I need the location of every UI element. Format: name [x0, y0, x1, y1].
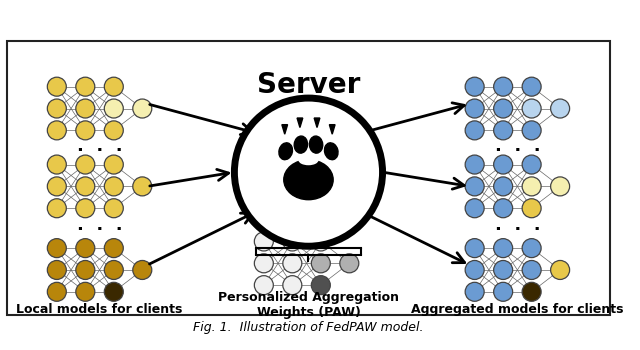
- Circle shape: [550, 177, 570, 196]
- Circle shape: [493, 77, 513, 96]
- Circle shape: [104, 121, 124, 140]
- Circle shape: [493, 282, 513, 301]
- Circle shape: [76, 177, 95, 196]
- Circle shape: [522, 239, 541, 258]
- Circle shape: [47, 239, 67, 258]
- Circle shape: [47, 282, 67, 301]
- Circle shape: [522, 282, 541, 301]
- Polygon shape: [282, 125, 287, 134]
- Circle shape: [104, 199, 124, 218]
- Circle shape: [47, 155, 67, 174]
- Circle shape: [340, 254, 359, 273]
- Polygon shape: [330, 125, 335, 134]
- Circle shape: [283, 276, 302, 295]
- Circle shape: [493, 177, 513, 196]
- Ellipse shape: [309, 136, 323, 153]
- Circle shape: [311, 232, 330, 251]
- Circle shape: [76, 199, 95, 218]
- Circle shape: [283, 232, 302, 251]
- Circle shape: [76, 239, 95, 258]
- Polygon shape: [314, 118, 320, 127]
- Circle shape: [493, 155, 513, 174]
- Circle shape: [550, 260, 570, 279]
- Text: Server: Server: [257, 71, 360, 99]
- Circle shape: [465, 239, 484, 258]
- Circle shape: [522, 121, 541, 140]
- Circle shape: [104, 77, 124, 96]
- Circle shape: [465, 177, 484, 196]
- Circle shape: [104, 99, 124, 118]
- Circle shape: [522, 155, 541, 174]
- Circle shape: [76, 121, 95, 140]
- Text: ·  ·  ·: · · ·: [77, 142, 122, 160]
- Circle shape: [76, 99, 95, 118]
- Circle shape: [254, 276, 273, 295]
- Polygon shape: [297, 118, 303, 127]
- Circle shape: [465, 282, 484, 301]
- Circle shape: [465, 260, 484, 279]
- Ellipse shape: [294, 136, 308, 153]
- Ellipse shape: [299, 155, 318, 164]
- Circle shape: [465, 199, 484, 218]
- Circle shape: [104, 239, 124, 258]
- Circle shape: [47, 99, 67, 118]
- Circle shape: [132, 177, 152, 196]
- Circle shape: [104, 177, 124, 196]
- Circle shape: [311, 276, 330, 295]
- Circle shape: [465, 155, 484, 174]
- Text: Aggregated models for clients: Aggregated models for clients: [411, 303, 623, 316]
- Text: ·  ·  ·: · · ·: [495, 221, 540, 239]
- Ellipse shape: [284, 160, 333, 200]
- Circle shape: [493, 199, 513, 218]
- Circle shape: [47, 260, 67, 279]
- Circle shape: [522, 260, 541, 279]
- Circle shape: [254, 232, 273, 251]
- Circle shape: [493, 99, 513, 118]
- Circle shape: [104, 155, 124, 174]
- Circle shape: [311, 254, 330, 273]
- FancyBboxPatch shape: [8, 41, 609, 315]
- Circle shape: [493, 121, 513, 140]
- Circle shape: [550, 99, 570, 118]
- Circle shape: [465, 99, 484, 118]
- Circle shape: [104, 260, 124, 279]
- Circle shape: [76, 155, 95, 174]
- Circle shape: [234, 98, 383, 246]
- Circle shape: [132, 260, 152, 279]
- Circle shape: [104, 282, 124, 301]
- Circle shape: [493, 239, 513, 258]
- Circle shape: [76, 282, 95, 301]
- Text: Local models for clients: Local models for clients: [17, 303, 183, 316]
- Ellipse shape: [324, 143, 338, 160]
- Circle shape: [76, 260, 95, 279]
- Text: Fig. 1.  Illustration of FedPAW model.: Fig. 1. Illustration of FedPAW model.: [193, 321, 424, 334]
- Circle shape: [522, 177, 541, 196]
- Circle shape: [47, 121, 67, 140]
- Circle shape: [76, 77, 95, 96]
- Circle shape: [465, 77, 484, 96]
- Circle shape: [47, 77, 67, 96]
- Circle shape: [283, 254, 302, 273]
- Text: Personalized Aggregation
Weights (PAW): Personalized Aggregation Weights (PAW): [218, 291, 399, 319]
- Circle shape: [47, 177, 67, 196]
- Circle shape: [522, 99, 541, 118]
- Circle shape: [465, 121, 484, 140]
- Circle shape: [132, 99, 152, 118]
- Circle shape: [522, 199, 541, 218]
- Circle shape: [47, 199, 67, 218]
- Circle shape: [254, 254, 273, 273]
- Circle shape: [493, 260, 513, 279]
- Text: ·  ·  ·: · · ·: [495, 142, 540, 160]
- Text: ·  ·  ·: · · ·: [77, 221, 122, 239]
- Ellipse shape: [279, 143, 292, 160]
- Circle shape: [522, 77, 541, 96]
